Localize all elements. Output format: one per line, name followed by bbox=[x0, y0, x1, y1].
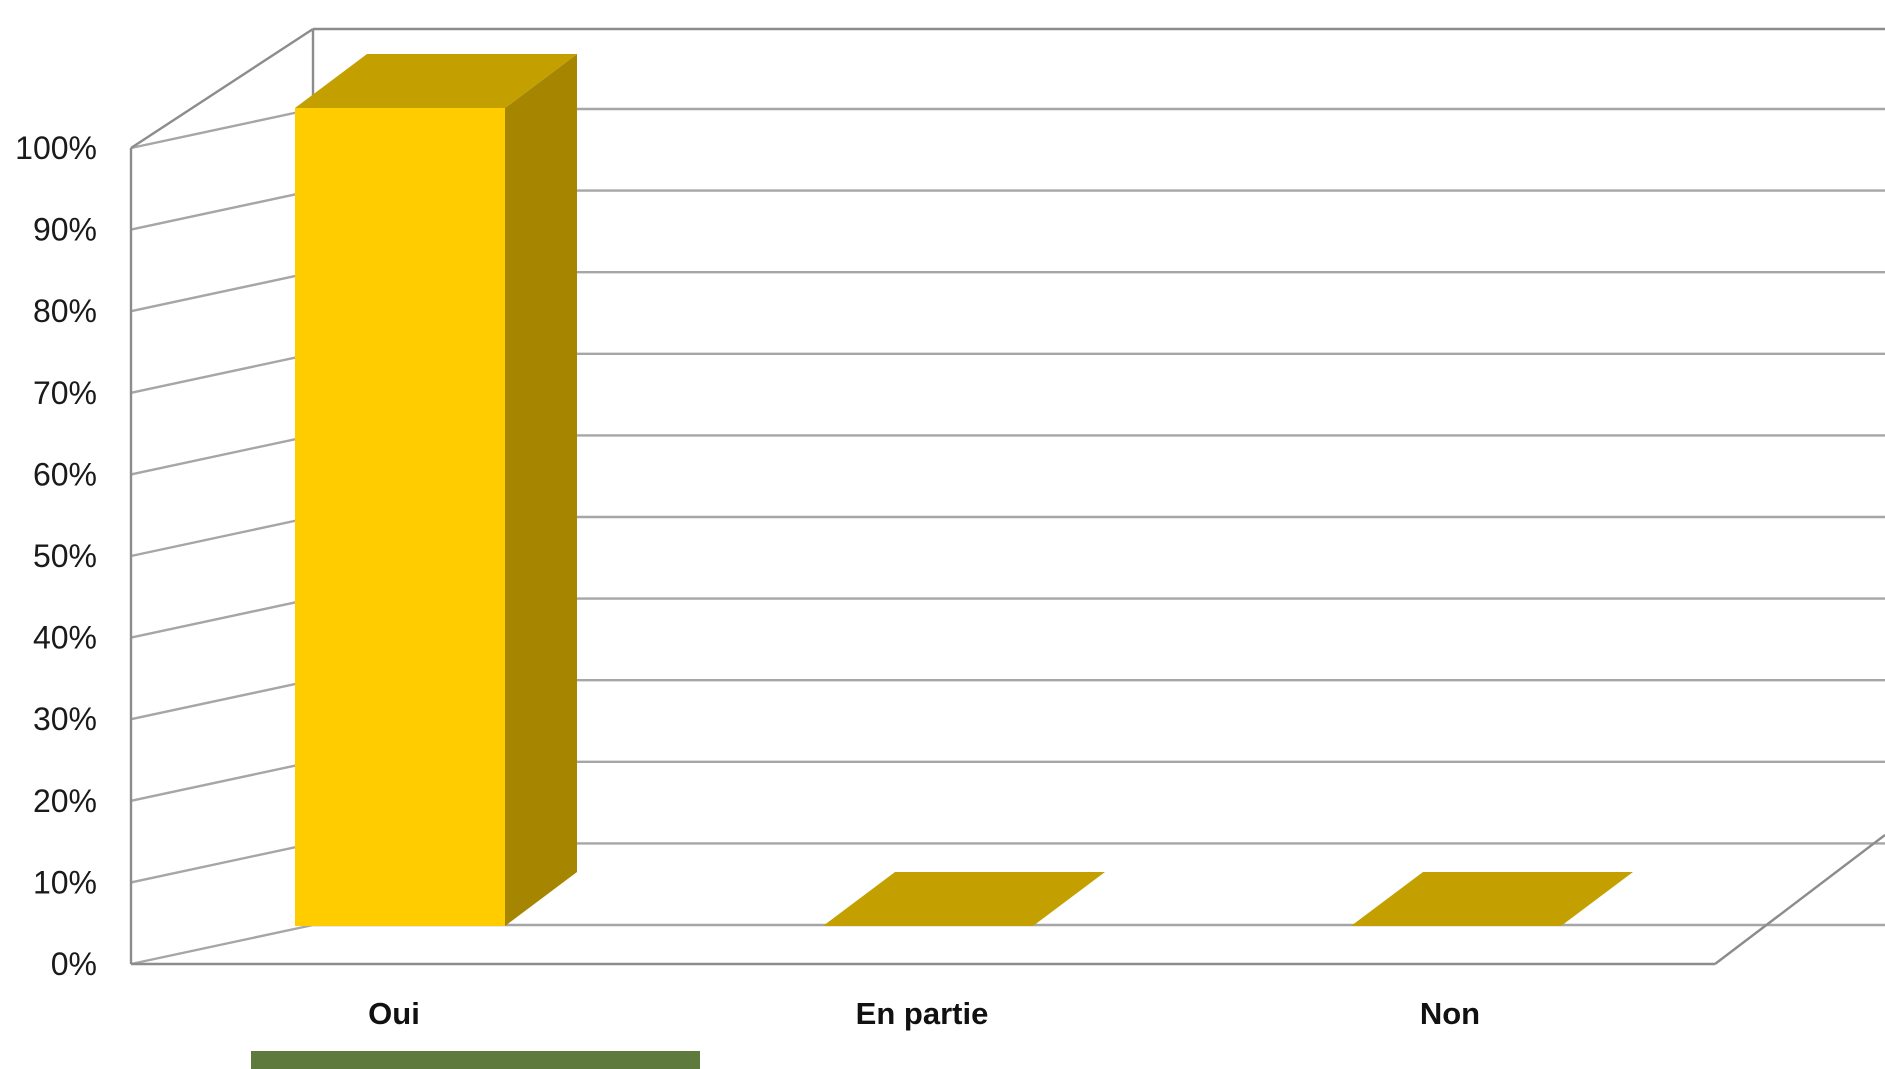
y-tick-label: 20% bbox=[33, 783, 97, 819]
side-wall-gridline bbox=[130, 189, 314, 231]
side-wall-gridline bbox=[130, 434, 314, 476]
y-tick-label: 90% bbox=[33, 212, 97, 248]
bar-front-face bbox=[295, 108, 505, 926]
y-tick-label: 0% bbox=[51, 946, 97, 982]
bar-top-face bbox=[295, 54, 577, 108]
y-tick-label: 80% bbox=[33, 293, 97, 329]
bar-top-face bbox=[823, 872, 1105, 926]
bar-3 bbox=[1351, 872, 1633, 926]
y-tick-label: 50% bbox=[33, 538, 97, 574]
side-wall-gridline bbox=[130, 923, 314, 966]
bar-1 bbox=[295, 54, 577, 926]
side-wall-gridline bbox=[130, 107, 314, 150]
y-tick-label: 70% bbox=[33, 375, 97, 411]
x-category-label: Oui bbox=[368, 996, 420, 1031]
x-axis-categories: Oui En partie Non bbox=[368, 996, 1480, 1031]
y-tick-label: 100% bbox=[15, 130, 97, 166]
y-tick-label: 60% bbox=[33, 456, 97, 492]
side-wall-gridline bbox=[130, 679, 314, 721]
bar-top-face bbox=[1351, 872, 1633, 926]
side-wall-gridline bbox=[130, 760, 314, 802]
x-category-label: Non bbox=[1420, 996, 1480, 1031]
bars bbox=[295, 54, 1633, 926]
bar-2 bbox=[823, 872, 1105, 926]
side-wall-gridline bbox=[130, 515, 314, 558]
x-category-label: En partie bbox=[856, 996, 989, 1031]
y-tick-label: 10% bbox=[33, 864, 97, 900]
y-tick-label: 30% bbox=[33, 701, 97, 737]
legend-swatch bbox=[251, 1051, 700, 1069]
side-wall-gridline bbox=[130, 597, 314, 639]
y-tick-label: 40% bbox=[33, 620, 97, 656]
side-wall-gridline bbox=[130, 352, 314, 394]
floor-right-edge bbox=[1714, 834, 1885, 965]
side-wall-gridline bbox=[130, 271, 314, 313]
bar-side-face bbox=[505, 54, 577, 926]
side-wall-gridline bbox=[130, 842, 314, 884]
side-wall-top-edge bbox=[130, 27, 314, 150]
y-axis-ticks: 0% 10% 20% 30% 40% 50% 60% 70% 80% 90% 100% bbox=[15, 130, 97, 982]
